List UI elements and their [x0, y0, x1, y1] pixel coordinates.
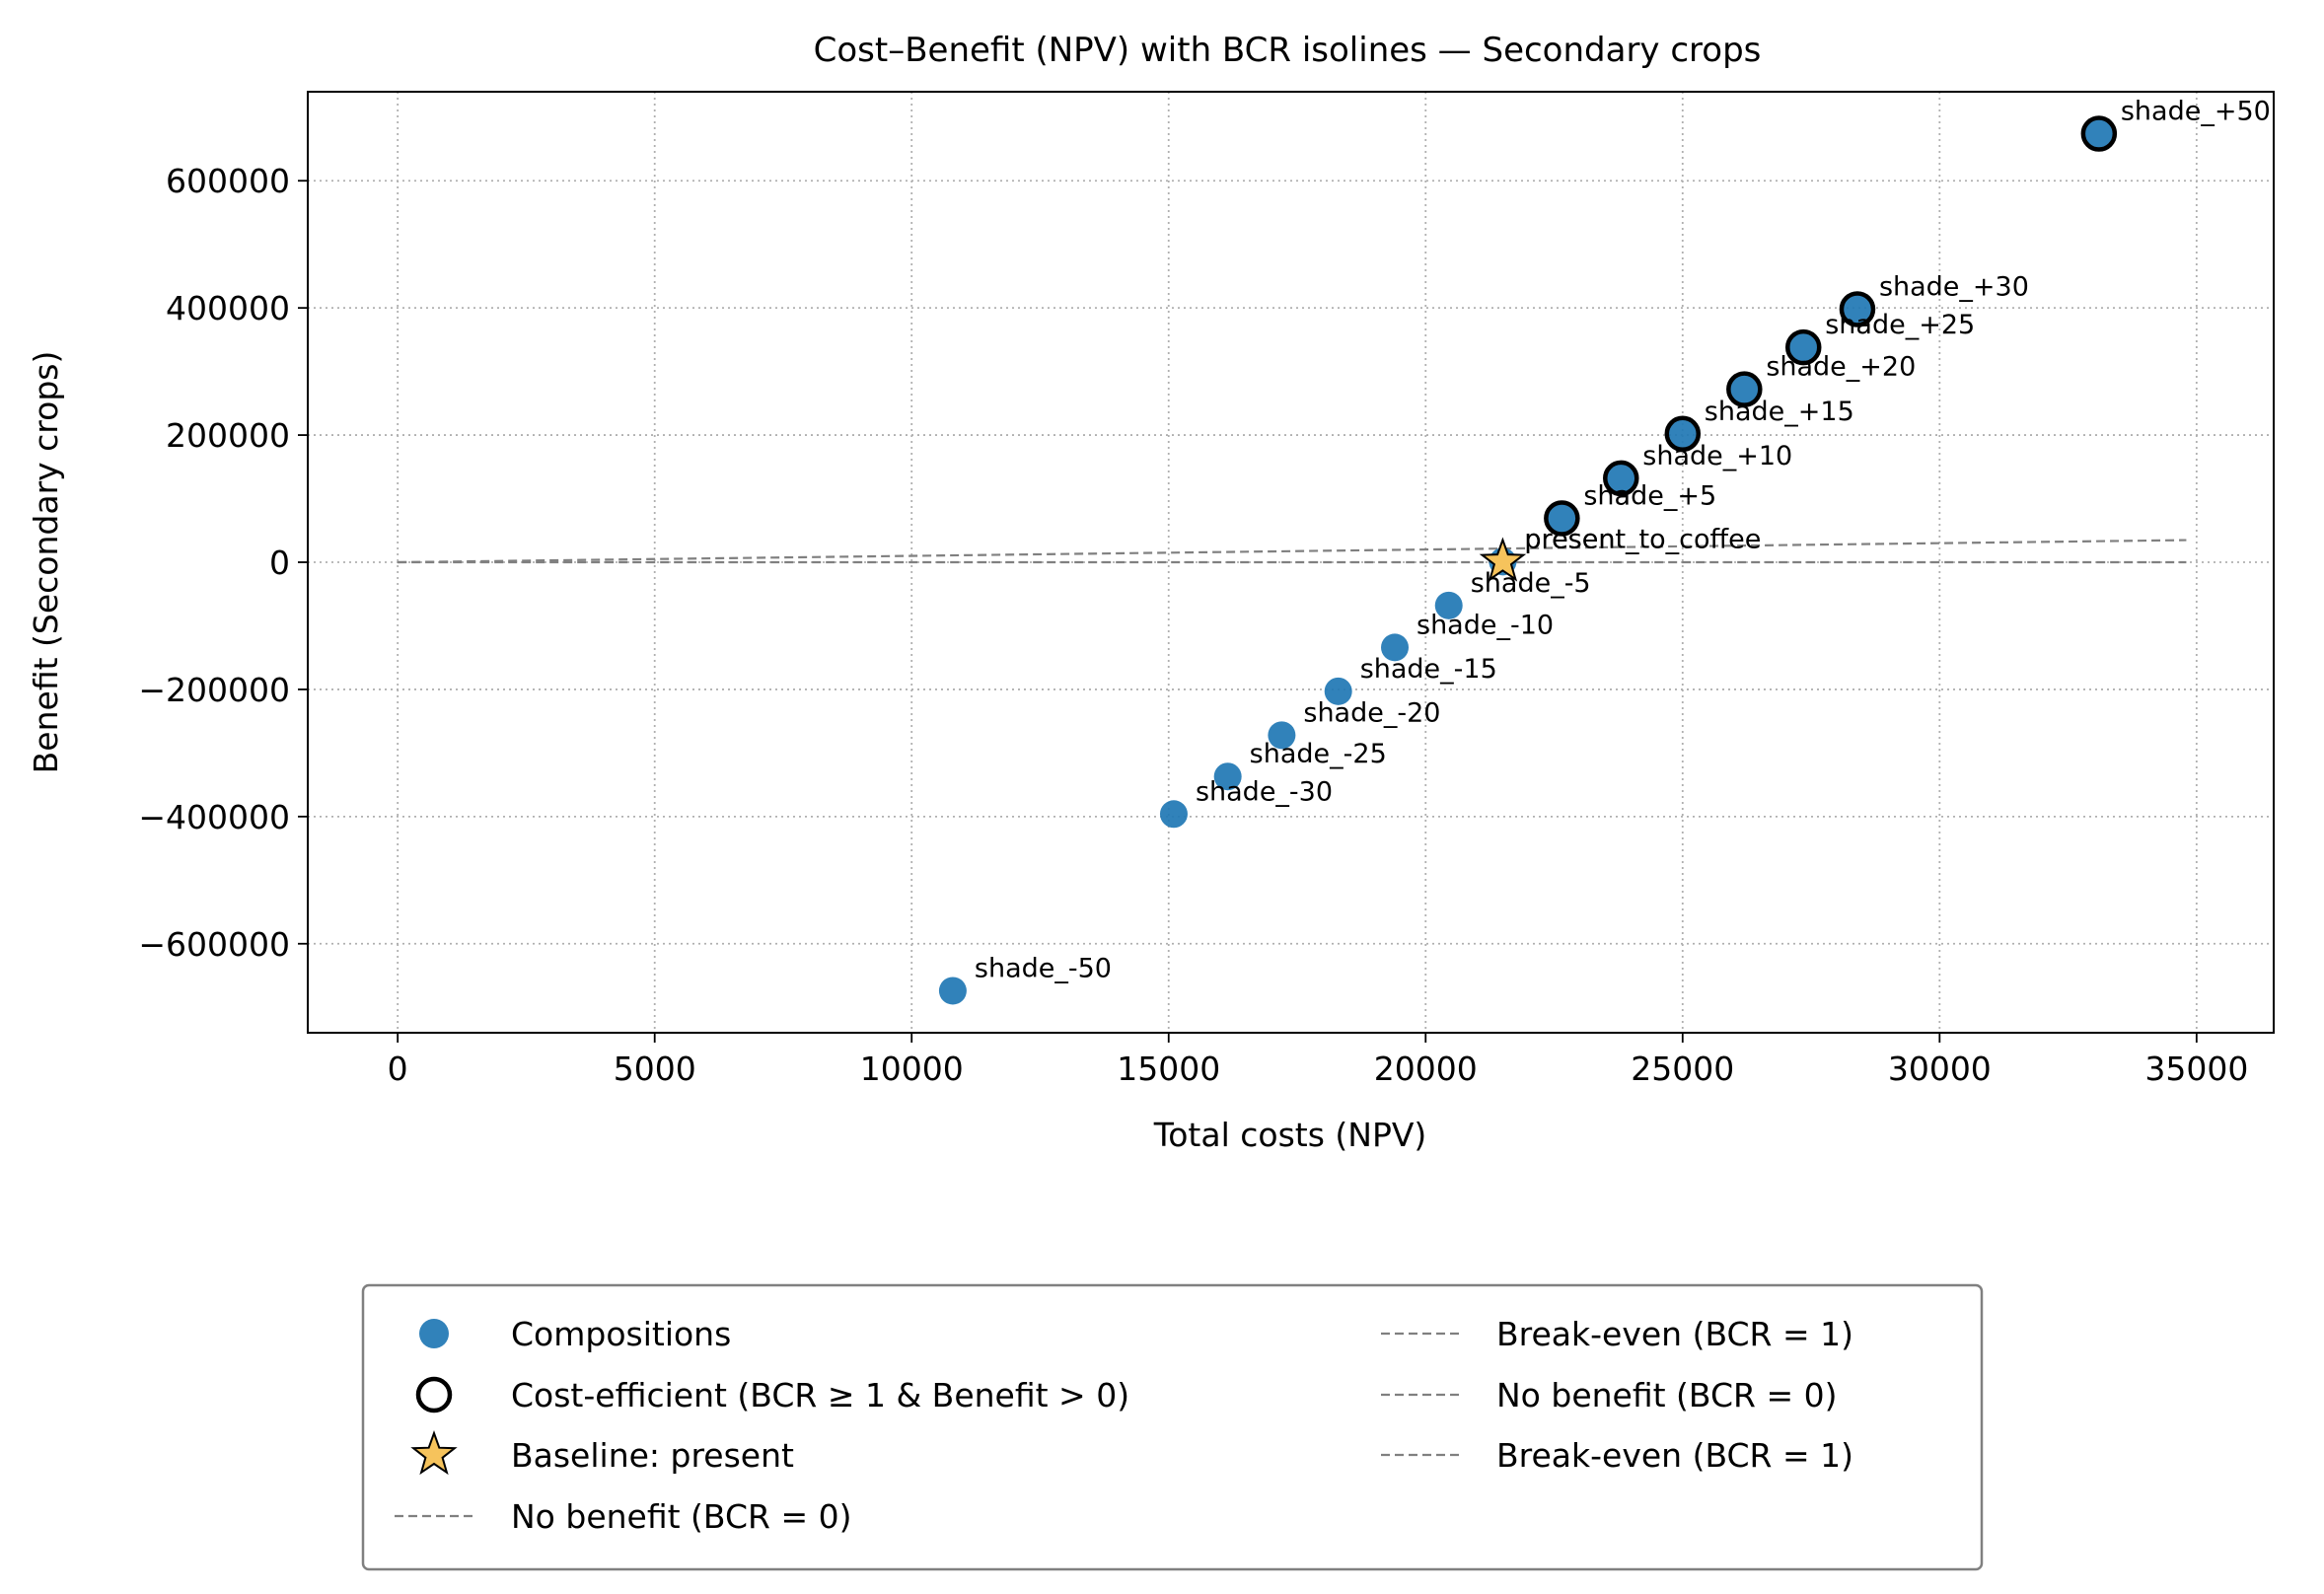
legend-label: No benefit (BCR = 0) [511, 1497, 851, 1536]
legend: Compositions Cost-efficient (BCR ≥ 1 & Be… [361, 1283, 1984, 1571]
point-label: shade_+20 [1766, 352, 1916, 383]
y-tick-label: −400000 [138, 798, 290, 836]
legend-compositions-marker [419, 1319, 449, 1348]
grid [308, 92, 2274, 1033]
composition-point [1324, 677, 1352, 705]
composition-point [1843, 295, 1871, 324]
legend-label: Break-even (BCR = 1) [1496, 1436, 1853, 1475]
cost-efficient-ring [2080, 115, 2118, 152]
point-label: shade_-20 [1303, 697, 1440, 728]
x-tick-label: 35000 [2144, 1050, 2248, 1088]
point-label: shade_+50 [2121, 97, 2271, 127]
x-tick-label: 15000 [1117, 1050, 1220, 1088]
x-tick-label: 20000 [1374, 1050, 1478, 1088]
composition-point [1268, 721, 1296, 750]
point-label: shade_+5 [1583, 481, 1716, 512]
y-tick-label: 200000 [166, 416, 290, 455]
composition-point [1789, 333, 1818, 362]
composition-point [2084, 119, 2113, 148]
composition-point [938, 977, 967, 1005]
x-axis-ticks: 0 5000 10000 15000 20000 25000 30000 35000 [388, 1033, 2248, 1088]
composition-point [1548, 504, 1576, 533]
point-label: shade_+15 [1705, 397, 1854, 427]
point-label: shade_+30 [1879, 271, 2029, 302]
point-label: shade_-10 [1416, 610, 1554, 640]
point-label: shade_-15 [1360, 654, 1497, 685]
y-tick-label: −600000 [138, 925, 290, 964]
cost-efficient-ring [1839, 291, 1876, 327]
x-tick-label: 30000 [1888, 1050, 1992, 1088]
x-tick-label: 0 [388, 1050, 408, 1088]
y-axis-label: Benefit (Secondary crops) [27, 351, 65, 774]
composition-point [1159, 800, 1188, 829]
composition-point [1381, 633, 1410, 662]
legend-label: Break-even (BCR = 1) [1496, 1315, 1853, 1353]
point-label: shade_-5 [1471, 568, 1591, 599]
point-label: shade_-25 [1250, 739, 1387, 769]
baseline-star [1479, 537, 1527, 582]
cost-efficient-ring [1784, 328, 1822, 366]
x-tick-label: 5000 [614, 1050, 696, 1088]
isolines [398, 539, 2187, 564]
x-tick-label: 25000 [1631, 1050, 1734, 1088]
y-tick-label: −200000 [138, 671, 290, 709]
x-axis-label: Total costs (NPV) [1153, 1116, 1427, 1154]
legend-baseline-marker [410, 1430, 458, 1476]
point-label: shade_-50 [975, 953, 1112, 983]
legend-label: Compositions [511, 1315, 731, 1353]
cost-efficient-ring [1603, 460, 1639, 497]
cost-efficient-ring [1544, 500, 1580, 537]
legend-label: Baseline: present [511, 1436, 794, 1475]
break-even-isoline [398, 539, 2187, 564]
composition-point [1434, 591, 1463, 619]
cost-efficient-ring [1726, 371, 1763, 407]
point-label: shade_+25 [1825, 310, 1975, 340]
x-tick-label: 10000 [860, 1050, 964, 1088]
y-tick-label: 400000 [166, 289, 290, 327]
composition-point [1607, 464, 1635, 492]
chart-title: Cost–Benefit (NPV) with BCR isolines — S… [814, 31, 1762, 70]
composition-point [1213, 762, 1242, 791]
point-label: shade_-30 [1196, 776, 1333, 807]
legend-label: No benefit (BCR = 0) [1496, 1376, 1837, 1414]
legend-label: Cost-efficient (BCR ≥ 1 & Benefit > 0) [511, 1376, 1129, 1414]
composition-point [1730, 375, 1759, 403]
point-label: present_to_coffee [1524, 524, 1761, 554]
legend-cost-efficient-marker [415, 1376, 453, 1413]
y-tick-label: 0 [269, 543, 290, 582]
baseline-label: present [1524, 524, 1626, 554]
y-axis-ticks: −600000 −400000 −200000 0 200000 400000 600000 [138, 162, 308, 964]
data-points [938, 115, 2118, 1005]
y-tick-label: 600000 [166, 162, 290, 200]
composition-point [1668, 419, 1697, 448]
cost-efficient-ring [1664, 415, 1702, 453]
point-label: shade_+10 [1642, 441, 1792, 471]
legend-box [361, 1283, 1984, 1571]
point-labels: shade_-50 shade_-30 shade_-25 shade_-20 shad… [975, 97, 2271, 984]
